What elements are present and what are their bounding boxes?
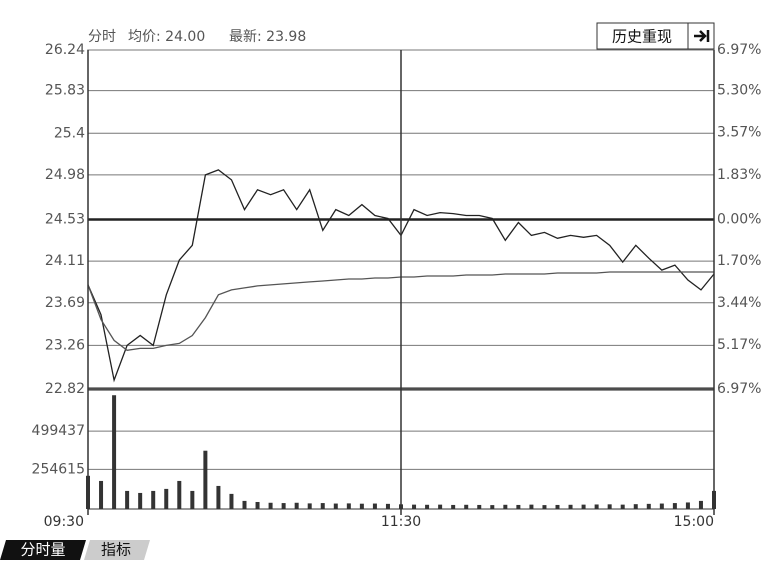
volume-bar xyxy=(516,504,521,509)
x-tick-label: 11:30 xyxy=(381,514,421,530)
header-avg: 均价: 24.00 xyxy=(128,29,205,45)
tab-label[interactable]: 分时量 xyxy=(20,541,65,559)
y2-tick-label: 0.00% xyxy=(717,212,761,228)
header-title: 分时 xyxy=(88,29,116,45)
volume-bar xyxy=(268,502,273,509)
volume-bar xyxy=(99,480,104,509)
volume-bar xyxy=(659,503,664,509)
y2-tick-label: 6.97% xyxy=(717,381,761,397)
y-tick-label: 25.83 xyxy=(45,83,85,99)
tab-label[interactable]: 指标 xyxy=(101,541,131,559)
tab-inactive[interactable] xyxy=(84,540,150,560)
y2-tick-label: 3.57% xyxy=(717,125,761,141)
y-tick-label: 23.26 xyxy=(45,337,85,353)
volume-bar xyxy=(412,504,417,509)
y2-tick-label: 1.83% xyxy=(717,167,761,183)
y-tick-label: 22.82 xyxy=(45,381,85,397)
y2-tick-label: 3.44% xyxy=(717,295,761,311)
volume-bar xyxy=(346,503,351,509)
x-tick-label: 09:30 xyxy=(44,514,84,530)
volume-bar xyxy=(438,504,443,509)
tab-active[interactable] xyxy=(0,540,86,560)
history-button-label[interactable]: 历史重现 xyxy=(612,28,672,46)
volume-bar xyxy=(255,501,260,509)
volume-bar xyxy=(464,504,469,509)
volume-bar xyxy=(646,503,651,509)
volume-bar xyxy=(399,504,403,509)
y-tick-label: 23.69 xyxy=(45,295,85,311)
volume-bar xyxy=(203,450,208,509)
y-tick-label: 24.98 xyxy=(45,167,85,183)
y-tick-label: 24.53 xyxy=(45,212,85,228)
y2-tick-label: 6.97% xyxy=(717,42,761,58)
volume-bar xyxy=(542,505,547,509)
volume-bar xyxy=(307,503,312,509)
volume-bar xyxy=(333,503,338,509)
volume-bar xyxy=(712,490,716,509)
volume-bar xyxy=(594,504,599,509)
volume-bar xyxy=(555,504,560,509)
y-tick-label: 25.4 xyxy=(54,125,85,141)
volume-bar xyxy=(607,504,612,509)
volume-bar xyxy=(190,490,195,509)
volume-bar xyxy=(281,503,286,509)
volume-bar xyxy=(164,488,169,509)
volume-bar xyxy=(698,500,703,509)
volume-bar xyxy=(177,480,182,509)
volume-bar xyxy=(581,504,586,509)
volume-bar xyxy=(151,490,156,509)
y-tick-label: 24.11 xyxy=(45,253,85,269)
volume-bar xyxy=(320,503,325,509)
volume-bar xyxy=(229,493,234,509)
volume-bar xyxy=(451,504,456,509)
y2-tick-label: 5.17% xyxy=(717,337,761,353)
volume-bar xyxy=(685,502,690,509)
volume-bar xyxy=(490,505,495,509)
volume-bar xyxy=(503,504,508,509)
volume-bar xyxy=(112,395,117,509)
volume-bar xyxy=(372,503,377,509)
volume-bar xyxy=(477,504,482,509)
volume-bar xyxy=(568,504,573,509)
x-tick-label: 15:00 xyxy=(674,514,714,530)
volume-bar xyxy=(138,492,143,509)
volume-bar xyxy=(385,503,390,509)
header-latest: 最新: 23.98 xyxy=(229,29,306,45)
volume-bar xyxy=(294,502,299,509)
volume-bar xyxy=(672,503,677,509)
volume-bar xyxy=(216,485,221,509)
volume-bar xyxy=(359,503,364,509)
y-tick-label: 499437 xyxy=(32,423,85,439)
volume-bar xyxy=(633,504,638,509)
volume-bar xyxy=(425,504,430,509)
volume-bar xyxy=(529,504,534,509)
volume-bar xyxy=(242,500,247,509)
volume-bar xyxy=(620,504,625,509)
collapse-icon xyxy=(694,30,710,42)
y2-tick-label: 5.30% xyxy=(717,83,761,99)
y-tick-label: 26.24 xyxy=(45,42,85,58)
history-button[interactable] xyxy=(596,22,689,50)
y2-tick-label: 1.70% xyxy=(717,253,761,269)
y-tick-label: 254615 xyxy=(32,461,85,477)
volume-bar xyxy=(125,490,130,509)
volume-bar xyxy=(86,475,90,509)
